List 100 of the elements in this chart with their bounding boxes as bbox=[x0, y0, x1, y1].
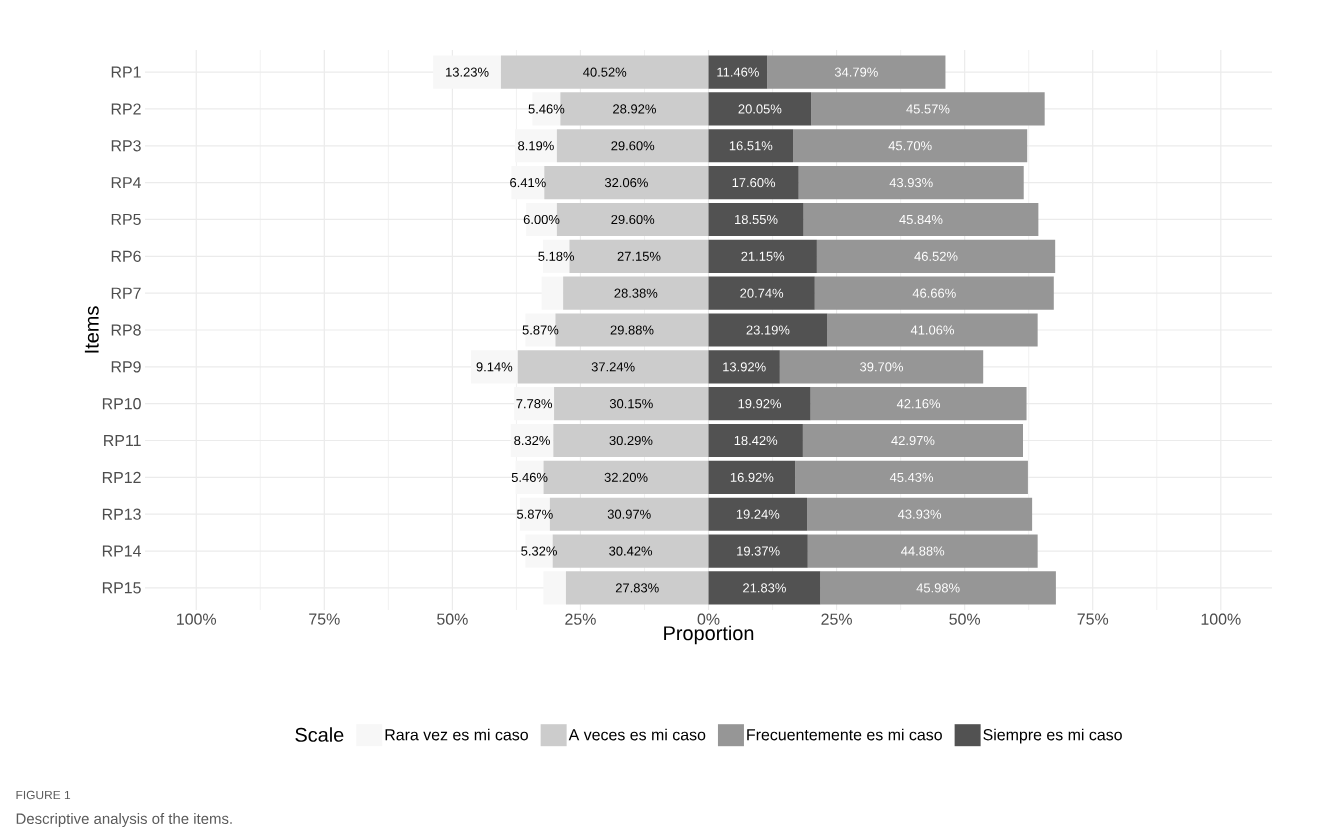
legend-label: Frecuentemente es mi caso bbox=[747, 728, 942, 741]
bar bbox=[798, 166, 1024, 200]
bar bbox=[708, 387, 811, 421]
data-label: 9.14% bbox=[476, 362, 513, 372]
data-label: 30.97% bbox=[607, 509, 651, 519]
x-tick-label: 25% bbox=[565, 613, 596, 625]
bar bbox=[793, 129, 1028, 163]
x-axis-title: Proportion bbox=[664, 625, 754, 645]
data-label: 11.46% bbox=[717, 67, 759, 77]
bar bbox=[795, 460, 1028, 494]
data-label: 27.83% bbox=[615, 583, 659, 593]
y-axis-title: Items bbox=[84, 306, 99, 353]
y-tick-label: RP13 bbox=[102, 508, 141, 520]
bar bbox=[810, 387, 1027, 421]
x-tick-label: 50% bbox=[949, 613, 981, 625]
data-label: 5.46% bbox=[528, 104, 565, 114]
data-label: 28.38% bbox=[614, 288, 658, 298]
x-tick-label: 100% bbox=[1201, 613, 1241, 625]
y-tick-label: RP7 bbox=[111, 287, 141, 299]
data-label: 5.87% bbox=[516, 509, 553, 519]
y-tick-label: RP14 bbox=[102, 545, 142, 557]
y-tick-label: RP3 bbox=[111, 140, 141, 152]
y-tick-label: RP15 bbox=[102, 582, 141, 594]
x-tick-label: 25% bbox=[821, 613, 852, 625]
data-label: 42.97% bbox=[891, 435, 935, 446]
data-label: 23.19% bbox=[746, 325, 790, 335]
x-tick-label: 0% bbox=[697, 613, 720, 625]
y-tick-label: RP5 bbox=[111, 213, 141, 226]
data-label: 41.06% bbox=[910, 325, 954, 335]
x-tick-label: 75% bbox=[1077, 613, 1109, 625]
legend-label: Siempre es mi caso bbox=[983, 728, 1122, 744]
data-label: 45.98% bbox=[916, 583, 960, 593]
data-label: 30.15% bbox=[609, 399, 653, 409]
y-tick-label: RP10 bbox=[102, 398, 141, 410]
data-label: 44.88% bbox=[901, 546, 945, 556]
data-label: 32.06% bbox=[604, 178, 648, 188]
data-label: 16.51% bbox=[729, 141, 773, 151]
bar bbox=[708, 497, 808, 531]
bar bbox=[820, 571, 1056, 605]
bar bbox=[708, 571, 821, 605]
bar bbox=[807, 497, 1033, 531]
data-label: 20.74% bbox=[740, 288, 784, 298]
data-label: 5.32% bbox=[521, 546, 557, 556]
y-tick-label: RP8 bbox=[111, 324, 141, 336]
data-label: 45.57% bbox=[906, 104, 950, 114]
data-label: 32.20% bbox=[604, 472, 648, 482]
data-label: 6.00% bbox=[523, 214, 560, 225]
data-label: 29.88% bbox=[610, 325, 654, 335]
data-label: 39.70% bbox=[860, 362, 904, 372]
bar bbox=[708, 534, 808, 568]
data-label: 6.41% bbox=[510, 178, 546, 188]
y-tick-label: RP6 bbox=[111, 250, 141, 262]
data-label: 46.66% bbox=[912, 288, 956, 298]
bar bbox=[708, 350, 780, 384]
bar bbox=[708, 423, 803, 458]
data-label: 7.78% bbox=[516, 399, 553, 409]
data-label: 21.83% bbox=[743, 583, 786, 593]
data-label: 21.15% bbox=[741, 251, 785, 261]
data-label: 8.32% bbox=[514, 435, 550, 446]
y-tick-label: RP4 bbox=[111, 177, 142, 189]
data-label: 40.52% bbox=[583, 67, 627, 77]
text: Descriptive analysis of the items. bbox=[16, 813, 232, 827]
bar bbox=[708, 55, 768, 89]
x-tick-label: 50% bbox=[437, 613, 468, 625]
bar bbox=[708, 239, 817, 273]
bar bbox=[708, 313, 828, 347]
bar bbox=[708, 202, 804, 237]
data-label: 28.92% bbox=[613, 104, 656, 114]
data-label: 30.29% bbox=[609, 435, 653, 446]
x-tick-label: 75% bbox=[309, 613, 340, 625]
y-tick-label: RP2 bbox=[111, 103, 141, 115]
bar bbox=[708, 92, 812, 126]
data-label: 18.42% bbox=[734, 435, 778, 446]
data-label: 19.37% bbox=[737, 546, 780, 556]
data-label: 19.24% bbox=[736, 509, 780, 519]
y-tick-label: RP11 bbox=[104, 435, 141, 447]
legend-title: Scale bbox=[295, 727, 344, 742]
data-label: 5.46% bbox=[511, 472, 548, 482]
data-label: 20.05% bbox=[738, 104, 782, 114]
x-tick-label: 100% bbox=[177, 613, 217, 625]
bar bbox=[803, 202, 1039, 237]
data-label: 45.70% bbox=[888, 141, 932, 151]
bar bbox=[827, 313, 1038, 347]
data-label: 37.24% bbox=[591, 362, 635, 372]
bar bbox=[802, 423, 1024, 458]
data-label: 5.87% bbox=[522, 325, 559, 335]
data-label: 43.93% bbox=[897, 509, 942, 519]
data-label: 17.60% bbox=[732, 178, 776, 188]
bar bbox=[708, 460, 796, 494]
data-label: 42.16% bbox=[896, 399, 941, 409]
data-label: 29.60% bbox=[611, 214, 655, 225]
bar bbox=[708, 166, 799, 200]
legend-label: A veces es mi caso bbox=[568, 728, 706, 741]
data-label: 43.93% bbox=[889, 178, 933, 188]
bar bbox=[767, 55, 946, 89]
data-label: 45.84% bbox=[899, 214, 943, 225]
data-label: 45.43% bbox=[889, 472, 934, 482]
bar bbox=[708, 276, 815, 310]
data-label: 30.42% bbox=[609, 546, 653, 556]
data-label: 13.92% bbox=[723, 362, 766, 372]
